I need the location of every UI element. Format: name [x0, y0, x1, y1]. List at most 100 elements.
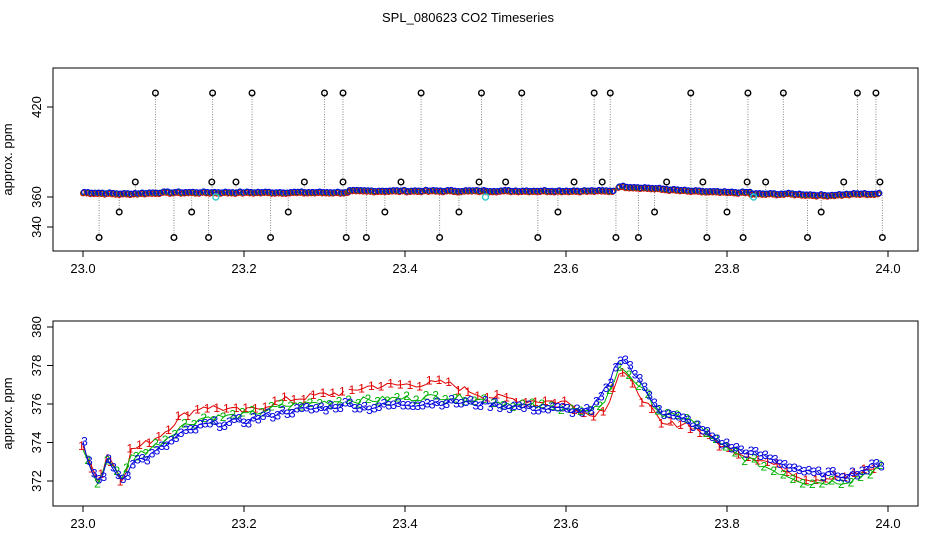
series-3-marker: 3 — [583, 401, 590, 415]
series-2-marker: 2 — [210, 413, 217, 427]
x-tick-label: 23.6 — [553, 261, 578, 276]
series-3-marker: 3 — [255, 413, 262, 427]
outlier-mid-point — [115, 208, 123, 216]
series-3-marker: 3 — [839, 470, 846, 484]
series-3-marker: 3 — [294, 401, 301, 415]
series-3-marker: 3 — [651, 396, 658, 410]
raw-point-3 — [592, 187, 599, 194]
x-tick-label: 23.4 — [392, 261, 417, 276]
series-3-marker: 3 — [245, 417, 252, 431]
series-3-marker: 3 — [318, 400, 325, 414]
outlier-mid-point — [300, 178, 308, 186]
series-3-marker: 3 — [569, 406, 576, 420]
series-3-marker: 3 — [410, 399, 417, 413]
series-3-marker: 3 — [516, 399, 523, 413]
series-2-marker: 2 — [239, 405, 246, 419]
outlier-low-point — [634, 233, 642, 241]
series-1-marker: 1 — [465, 385, 472, 399]
outlier-mid-point — [570, 178, 578, 186]
series-3-marker: 3 — [439, 399, 446, 413]
series-2-marker: 2 — [519, 397, 526, 411]
y-tick-label: 378 — [29, 355, 44, 377]
series-1-marker: 1 — [870, 462, 877, 476]
series-3-marker: 3 — [448, 392, 455, 406]
series-3-marker: 3 — [381, 396, 388, 410]
series-2-marker: 2 — [790, 472, 797, 486]
series-1-marker: 1 — [368, 379, 375, 393]
series-3-marker: 3 — [129, 457, 136, 471]
series-3-marker: 3 — [197, 418, 204, 432]
series-3-marker: 3 — [767, 452, 774, 466]
series-3-marker: 3 — [661, 408, 668, 422]
raw-point-3 — [735, 189, 743, 196]
series-3-marker: 3 — [511, 399, 518, 413]
series-1-marker: 1 — [416, 379, 423, 393]
series-2-marker: 2 — [558, 403, 565, 417]
series-2-marker: 2 — [249, 404, 256, 418]
series-2-marker: 2 — [481, 392, 488, 406]
series-3-marker: 3 — [154, 444, 161, 458]
series-3-marker: 3 — [608, 376, 615, 390]
raw-point-3 — [494, 187, 501, 195]
series-3-marker: 3 — [670, 408, 677, 422]
series-1-marker: 1 — [126, 442, 133, 456]
outlier-mid-point — [502, 178, 510, 186]
outlier-mid-point — [817, 208, 825, 216]
outlier-mid-point — [475, 178, 483, 186]
series-1-marker: 1 — [474, 389, 481, 403]
series-1-marker: 1 — [532, 395, 539, 409]
series-3-marker: 3 — [559, 401, 566, 415]
series-1-marker: 1 — [580, 406, 587, 420]
series-2-marker: 2 — [326, 397, 333, 411]
series-2-marker: 2 — [510, 400, 517, 414]
series-2-marker: 2 — [287, 399, 294, 413]
raw-point-3 — [616, 183, 623, 190]
series-2-marker: 2 — [365, 392, 372, 406]
series-1-marker: 1 — [455, 383, 462, 397]
series-2-marker: 2 — [616, 360, 623, 374]
raw-point-3 — [832, 191, 839, 199]
series-1-marker: 1 — [523, 396, 530, 410]
series-1-marker: 1 — [194, 403, 201, 417]
series-3-marker: 3 — [738, 443, 745, 457]
series-1-marker: 1 — [696, 426, 703, 440]
series-3-marker: 3 — [535, 404, 542, 418]
series-3-marker: 3 — [815, 464, 822, 478]
series-3-marker: 3 — [820, 470, 827, 484]
outlier-high-point — [590, 89, 598, 97]
series-1-marker: 1 — [822, 472, 829, 486]
series-1-marker: 1 — [484, 391, 491, 405]
series-3-marker: 3 — [100, 470, 107, 484]
series-3-marker: 3 — [656, 403, 663, 417]
outlier-low-point — [804, 233, 812, 241]
series-3-marker: 3 — [482, 394, 489, 408]
series-3-marker: 3 — [178, 426, 185, 440]
series-2-marker: 2 — [403, 389, 410, 403]
series-1-marker: 1 — [271, 394, 278, 408]
series-2-marker: 2 — [654, 404, 661, 418]
series-3-marker: 3 — [192, 423, 199, 437]
series-3-marker: 3 — [772, 453, 779, 467]
series-1-marker: 1 — [358, 381, 365, 395]
series-3-marker: 3 — [690, 420, 697, 434]
series-1-marker: 1 — [716, 440, 723, 454]
series-1-marker: 1 — [851, 466, 858, 480]
series-3-marker: 3 — [361, 400, 368, 414]
outlier-mid-point — [554, 208, 562, 216]
series-3-marker: 3 — [878, 459, 885, 473]
series-3-marker: 3 — [468, 394, 475, 408]
series-3-marker: 3 — [187, 422, 194, 436]
outlier-high-point — [339, 89, 347, 97]
series-2-marker: 2 — [413, 393, 420, 407]
series-1-marker: 1 — [436, 373, 443, 387]
series-3-marker: 3 — [395, 396, 402, 410]
series-3-marker: 3 — [497, 401, 504, 415]
series-3-marker: 3 — [564, 401, 571, 415]
series-1-marker: 1 — [213, 401, 220, 415]
series-2-marker: 2 — [751, 452, 758, 466]
series-1-marker: 1 — [407, 378, 414, 392]
raw-point-3 — [781, 190, 789, 197]
series-2-marker: 2 — [374, 394, 381, 408]
series-2-marker: 2 — [152, 437, 159, 451]
outlier-mid-point — [397, 178, 405, 186]
